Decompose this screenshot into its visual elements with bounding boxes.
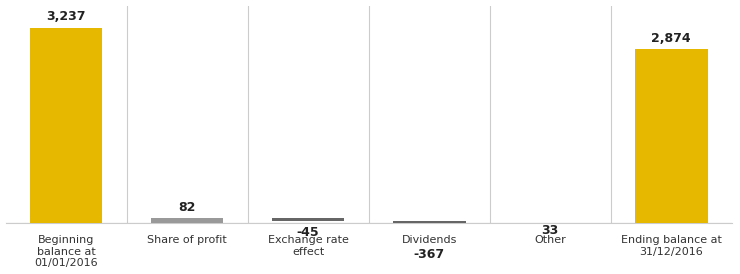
- Text: -45: -45: [297, 226, 320, 239]
- Bar: [514, 241, 587, 243]
- Bar: [30, 27, 102, 223]
- Text: 3,237: 3,237: [47, 10, 86, 23]
- Text: 33: 33: [542, 224, 559, 236]
- Bar: [151, 218, 223, 223]
- Text: -367: -367: [414, 248, 445, 261]
- Bar: [393, 221, 465, 243]
- Bar: [272, 218, 344, 221]
- Text: 2,874: 2,874: [651, 32, 691, 45]
- Bar: [635, 50, 707, 223]
- Text: 82: 82: [178, 201, 196, 214]
